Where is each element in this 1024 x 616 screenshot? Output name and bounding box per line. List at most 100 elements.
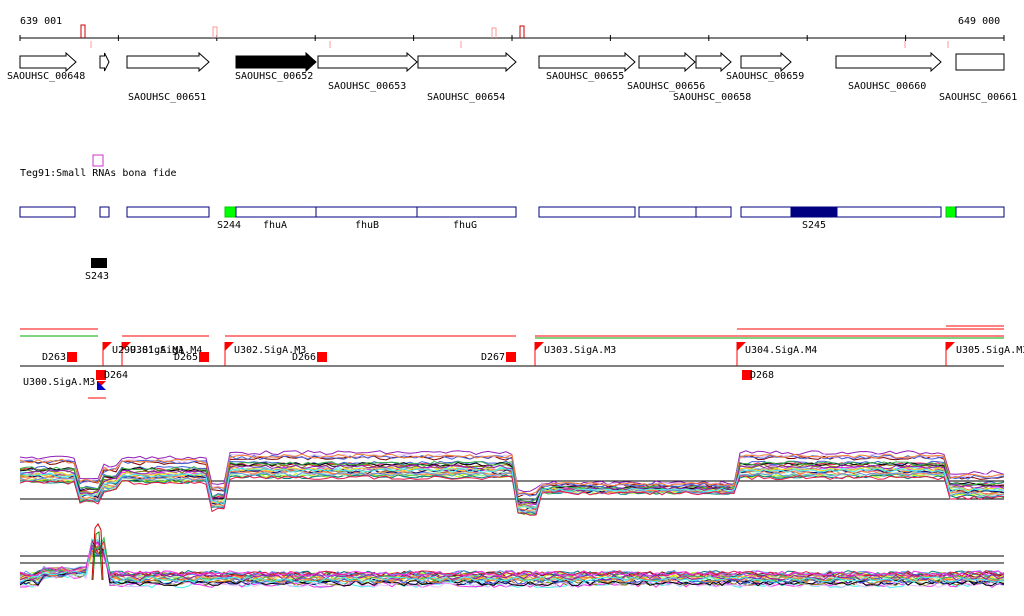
gene-label: SAOUHSC_00660 xyxy=(848,81,926,92)
ruler-peak-marks xyxy=(80,24,949,48)
segment-box[interactable] xyxy=(836,206,942,218)
expression-peak xyxy=(91,523,104,581)
segment-box[interactable] xyxy=(126,206,210,218)
promoter-flag[interactable] xyxy=(103,342,112,351)
terminator-marker[interactable] xyxy=(67,352,77,362)
terminator-marker[interactable] xyxy=(317,352,327,362)
gene-track: SAOUHSC_00648 SAOUHSC_00651 SAOUHSC_0065… xyxy=(7,51,1017,103)
terminator-marker[interactable] xyxy=(96,370,106,380)
ruler-ticks xyxy=(19,35,1005,41)
expression-line xyxy=(19,542,1005,589)
expression-line xyxy=(19,539,1005,583)
promoter-flag[interactable] xyxy=(737,342,746,351)
promoter-label: U302.SigA.M3 xyxy=(234,345,306,356)
gene-label: SAOUHSC_00654 xyxy=(427,92,505,103)
terminator-marker[interactable] xyxy=(199,352,209,362)
small-rna-marker[interactable] xyxy=(92,154,104,167)
promoter-label: U305.SigA.M3 xyxy=(956,345,1024,356)
promoter-label: U303.SigA.M3 xyxy=(544,345,616,356)
promoter-flag[interactable] xyxy=(535,342,544,351)
segment-box-black[interactable] xyxy=(91,258,107,268)
peak-mark xyxy=(80,24,86,38)
gene-arrow[interactable] xyxy=(317,51,418,73)
peak-mark xyxy=(212,26,218,38)
gene-label: SAOUHSC_00658 xyxy=(673,92,751,103)
gene-arrow[interactable] xyxy=(835,51,942,73)
promoter-label: U300.SigA.M3 xyxy=(23,377,95,388)
gene-label: SAOUHSC_00653 xyxy=(328,81,406,92)
gene-arrow[interactable] xyxy=(99,52,110,72)
expression-line xyxy=(19,540,1005,587)
terminator-label: D263 xyxy=(42,352,66,363)
expression-line xyxy=(19,453,1005,495)
segment-label: fhuB xyxy=(355,220,379,231)
expression-line xyxy=(19,454,1005,497)
segment-box[interactable] xyxy=(955,206,1005,218)
segment-box[interactable] xyxy=(538,206,636,218)
segment-label: S244 xyxy=(217,220,241,231)
promoter-flag[interactable] xyxy=(225,342,234,351)
expression-lines-upper xyxy=(19,450,1005,516)
gene-label: SAOUHSC_00648 xyxy=(7,71,85,82)
peak-mark xyxy=(519,25,525,38)
gene-label: SAOUHSC_00661 xyxy=(939,92,1017,103)
gene-arrow[interactable] xyxy=(538,51,636,73)
terminator-marker[interactable] xyxy=(742,370,752,380)
small-rna-track-label: Teg91:Small RNAs bona fide xyxy=(20,168,177,179)
terminator-label: D267 xyxy=(481,352,505,363)
segment-box[interactable] xyxy=(99,206,110,218)
segment-box-srna[interactable] xyxy=(945,206,957,218)
gene-arrow[interactable] xyxy=(955,53,1005,71)
promoter-label: U304.SigA.M4 xyxy=(745,345,817,356)
gene-arrow[interactable] xyxy=(126,51,210,73)
gene-arrow[interactable] xyxy=(19,51,77,73)
gene-arrow[interactable] xyxy=(417,51,517,73)
expression-line xyxy=(19,464,1005,506)
segment-track: S244 fhuA fhuB fhuG S245 S243 xyxy=(19,206,1005,282)
segment-box[interactable] xyxy=(315,206,418,218)
promoter-flags xyxy=(97,342,955,390)
segment-box[interactable] xyxy=(416,206,517,218)
segment-label: fhuA xyxy=(263,220,287,231)
expression-lines-lower xyxy=(19,523,1005,589)
expression-line xyxy=(19,471,1005,513)
gene-arrow[interactable] xyxy=(740,51,792,73)
expression-line xyxy=(19,539,1005,578)
gene-arrow-highlighted[interactable] xyxy=(235,51,317,73)
terminator-label: D266 xyxy=(292,352,316,363)
expression-profile-upper xyxy=(19,450,1005,516)
segment-box[interactable] xyxy=(695,206,732,218)
segment-label: S245 xyxy=(802,220,826,231)
expression-line xyxy=(19,475,1005,516)
promoter-flag[interactable] xyxy=(122,342,131,351)
expression-peak xyxy=(92,531,103,581)
segment-box[interactable] xyxy=(740,206,792,218)
expression-line xyxy=(19,544,1005,584)
small-rna-track: Teg91:Small RNAs bona fide xyxy=(20,154,177,179)
expression-profile-lower xyxy=(19,523,1005,589)
coordinate-start-label: 639 001 xyxy=(20,16,62,27)
promoter-flag[interactable] xyxy=(946,342,955,351)
expression-line xyxy=(19,467,1005,509)
segment-box-dark[interactable] xyxy=(790,206,838,218)
segment-box[interactable] xyxy=(638,206,697,218)
promoter-label: U299.SigA.M1 xyxy=(112,345,184,356)
promoter-flag[interactable] xyxy=(97,381,106,390)
gene-arrow[interactable] xyxy=(695,51,732,73)
terminator-marker[interactable] xyxy=(506,352,516,362)
terminator-label: D268 xyxy=(750,370,774,381)
gene-label: SAOUHSC_00656 xyxy=(627,81,705,92)
segment-box[interactable] xyxy=(235,206,317,218)
promoter-track: U299.SigA.M1 U301.SigA.M4 U302.SigA.M3 U… xyxy=(20,325,1024,399)
segment-box-srna[interactable] xyxy=(224,206,237,218)
gene-label: SAOUHSC_00659 xyxy=(726,71,804,82)
promoter-label: U301.SigA.M4 xyxy=(130,345,202,356)
expression-line xyxy=(19,538,1005,588)
segment-label: fhuG xyxy=(453,220,477,231)
segment-box[interactable] xyxy=(19,206,76,218)
gene-arrow[interactable] xyxy=(638,51,696,73)
peak-mark xyxy=(491,27,497,38)
gene-label: SAOUHSC_00652 xyxy=(235,71,313,82)
